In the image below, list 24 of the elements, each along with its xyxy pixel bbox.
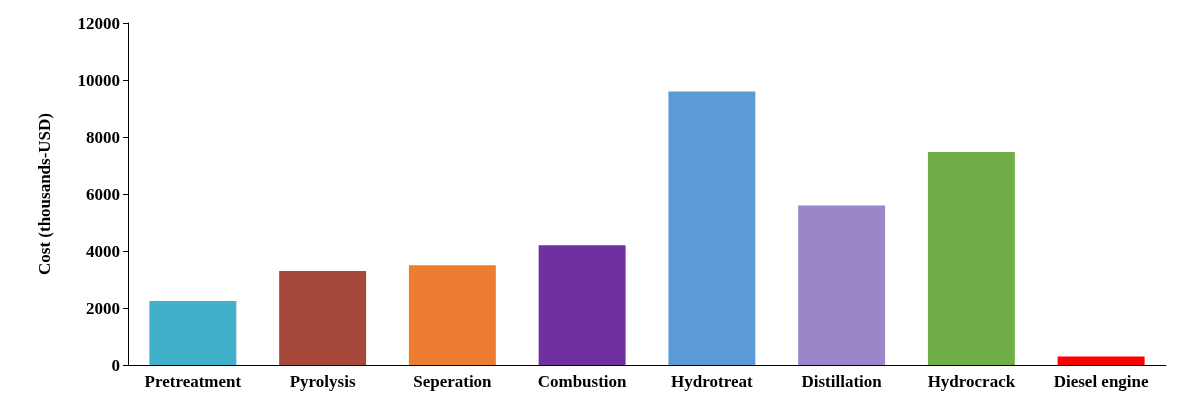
- bar: [279, 270, 367, 365]
- x-tick-label: Seperation: [413, 372, 493, 391]
- y-tick-label: 10000: [77, 70, 120, 90]
- y-tick-label: 12000: [77, 13, 120, 33]
- x-tick-label: Diesel engine: [1053, 372, 1150, 391]
- y-axis-title: Cost (thousands-USD): [35, 112, 54, 276]
- y-tick-label: 2000: [86, 298, 120, 318]
- bar: [149, 300, 237, 365]
- x-tick-label: Pretreatment: [144, 372, 242, 391]
- y-tick-label: 8000: [86, 127, 120, 147]
- x-tick-label: Combustion: [537, 372, 628, 391]
- bar: [408, 265, 496, 365]
- bar: [927, 152, 1015, 365]
- bar: [1057, 356, 1145, 365]
- bar: [668, 91, 756, 365]
- x-tick-label: Pyrolysis: [289, 372, 356, 391]
- y-tick-label: 6000: [86, 184, 120, 204]
- y-tick-label: 4000: [86, 241, 120, 261]
- x-tick-label: Distillation: [801, 372, 883, 391]
- y-tick-label: 0: [111, 355, 120, 375]
- bar: [538, 245, 626, 365]
- x-tick-label: Hydrotreat: [671, 372, 753, 391]
- bar: [798, 205, 886, 365]
- x-tick-label: Hydrocrack: [927, 372, 1016, 391]
